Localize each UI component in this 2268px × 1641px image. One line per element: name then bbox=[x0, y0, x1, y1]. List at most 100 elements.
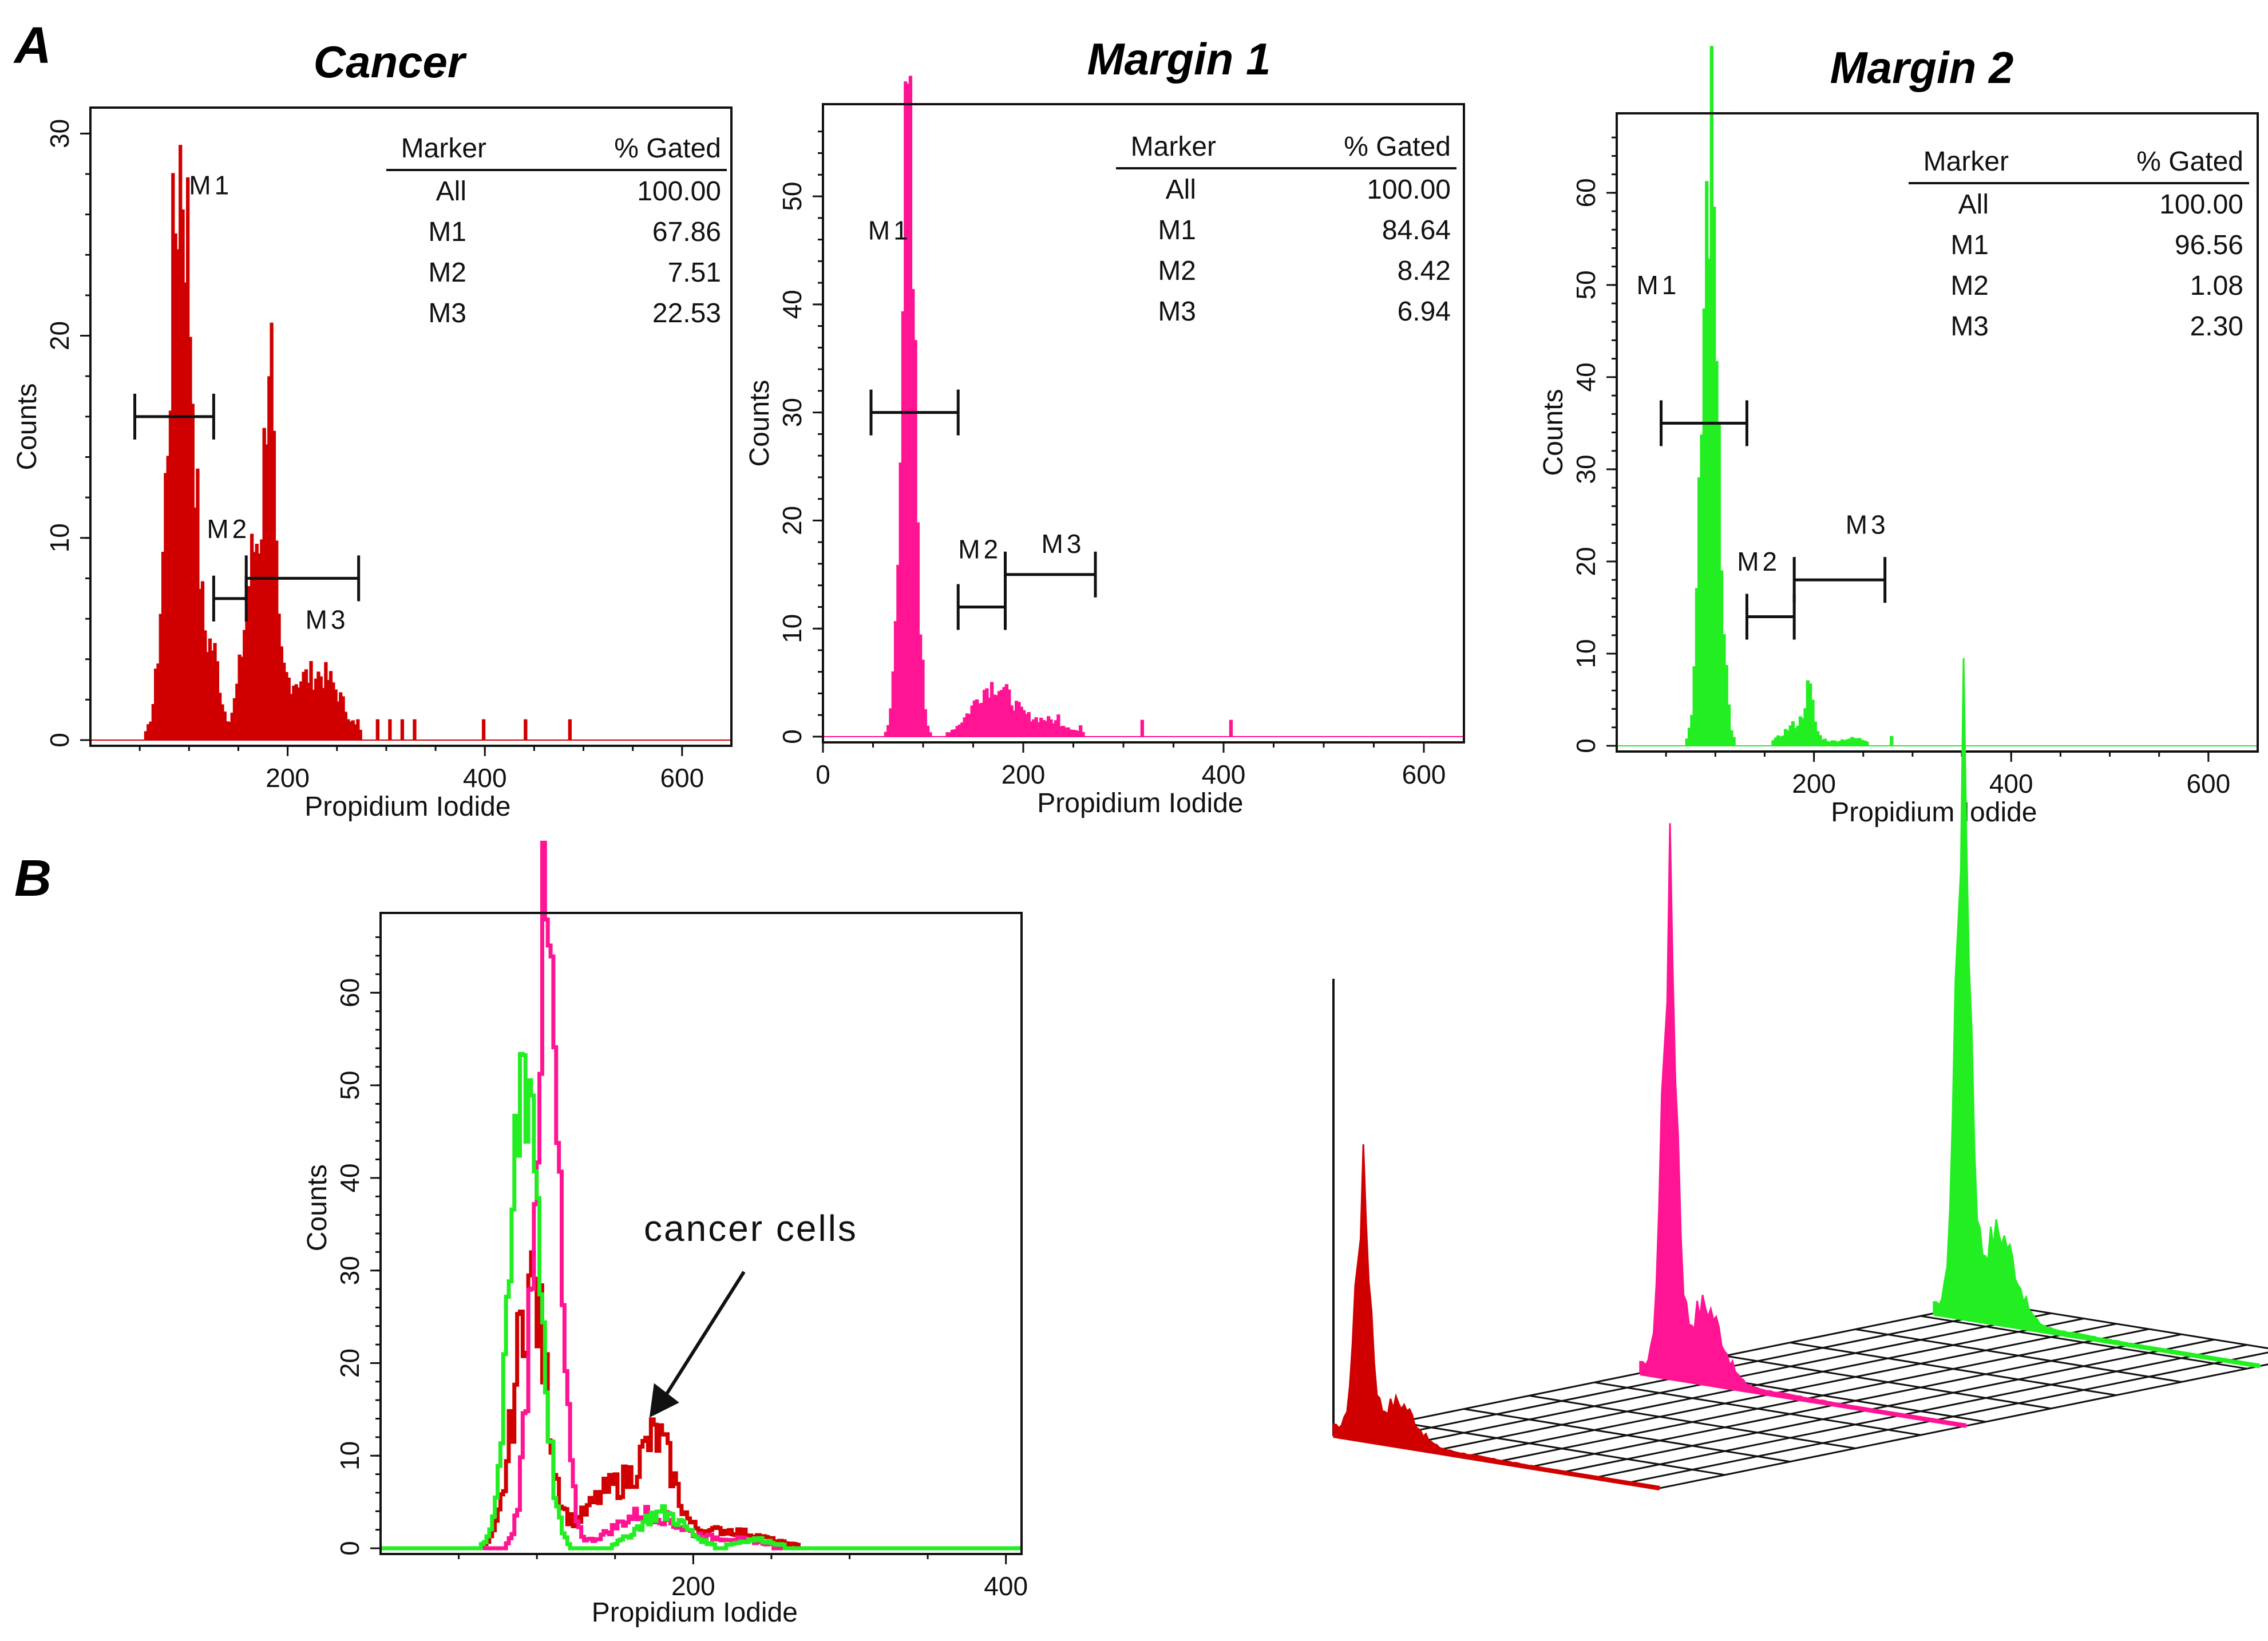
gate-marker-label: M3 bbox=[1042, 529, 1085, 559]
y-tick-label: 50 bbox=[1571, 270, 1601, 299]
y-tick-label: 40 bbox=[335, 1163, 365, 1192]
gate-marker bbox=[869, 389, 960, 436]
table-header: % Gated bbox=[1344, 132, 1451, 162]
y-axis-label: Counts bbox=[1538, 389, 1569, 476]
gate-marker bbox=[1004, 551, 1097, 598]
y-tick-label: 30 bbox=[45, 119, 74, 148]
table-cell: 67.86 bbox=[652, 217, 721, 247]
y-axis-label: Counts bbox=[12, 383, 42, 470]
y-tick-label: 20 bbox=[777, 506, 807, 535]
trace-baseline bbox=[1333, 1433, 1660, 1490]
y-tick-label: 60 bbox=[1571, 178, 1601, 207]
grid-line bbox=[1529, 1333, 2182, 1468]
table-cell: 22.53 bbox=[652, 298, 721, 329]
y-axis-label: Counts bbox=[745, 379, 775, 466]
grid-line bbox=[1626, 1351, 2268, 1484]
histogram-3: Margin 2 200 400 600 0 10 20 30 40 50 60 Propidium … bbox=[1538, 42, 2259, 828]
table-header: % Gated bbox=[614, 133, 721, 164]
gate-marker-label: M1 bbox=[189, 170, 232, 200]
annotation-label: cancer cells bbox=[644, 1208, 858, 1249]
table-cell: M1 bbox=[1950, 230, 1989, 260]
table-cell: 100.00 bbox=[637, 176, 721, 207]
trace-baseline bbox=[1640, 1371, 1967, 1428]
y-tick-label: 20 bbox=[335, 1349, 365, 1378]
grid-line bbox=[1496, 1328, 2150, 1463]
gate-marker bbox=[212, 575, 248, 622]
x-tick-label: 400 bbox=[1989, 769, 2033, 798]
table-cell: 100.00 bbox=[1367, 175, 1451, 205]
table-cell: M2 bbox=[428, 258, 466, 288]
gate-marker-label: M3 bbox=[306, 605, 349, 635]
table-cell: All bbox=[1958, 189, 1989, 220]
grid-line bbox=[1561, 1338, 2215, 1473]
gate-marker-label: M2 bbox=[1737, 547, 1780, 576]
gate-marker bbox=[956, 584, 1007, 630]
y-tick-label: 0 bbox=[1571, 738, 1601, 753]
chart-title: Margin 2 bbox=[1830, 42, 2014, 93]
panel-label-b: B bbox=[14, 850, 52, 907]
gate-marker-label: M3 bbox=[1846, 510, 1889, 540]
grid-line bbox=[1659, 1363, 2268, 1489]
x-axis-label: Propidium Iodide bbox=[592, 1597, 798, 1628]
table-cell: M1 bbox=[428, 217, 466, 247]
gating-table: Marker % Gated All 100.00 M1 96.56 M2 1.08 M3 2.3… bbox=[1909, 147, 2249, 342]
gate-marker-label: M2 bbox=[207, 514, 250, 544]
trace-2 bbox=[1639, 823, 1968, 1427]
x-tick-label: 400 bbox=[463, 763, 507, 793]
plot-frame bbox=[822, 103, 1465, 744]
histogram-1: Cancer 200 400 600 0 10 20 30 Propidium Iodide Co… bbox=[12, 37, 733, 822]
y-tick-label: 10 bbox=[1571, 639, 1601, 668]
annotation-arrow bbox=[664, 1271, 746, 1397]
table-cell: M3 bbox=[1158, 296, 1196, 327]
table-cell: 84.64 bbox=[1382, 215, 1451, 246]
x-tick-label: 0 bbox=[816, 760, 830, 789]
panel-label-a: A bbox=[13, 17, 52, 74]
histogram-bars bbox=[90, 145, 731, 741]
table-cell: M2 bbox=[1158, 256, 1196, 286]
y-tick-label: 50 bbox=[335, 1071, 365, 1100]
x-axis-label: Propidium Iodide bbox=[1037, 788, 1243, 818]
table-cell: M3 bbox=[428, 298, 466, 329]
y-axis-label: Counts bbox=[302, 1164, 333, 1251]
x-axis-label: Propidium Iodide bbox=[1831, 797, 2037, 828]
histogram-2: Margin 1 0 200 400 600 0 10 20 30 40 50 Propidium I… bbox=[745, 34, 1465, 818]
grid-line bbox=[1594, 1344, 2247, 1479]
table-cell: 100.00 bbox=[2159, 189, 2243, 220]
overlay-series-line bbox=[381, 1250, 1022, 1551]
y-tick-label: 50 bbox=[777, 181, 807, 211]
gating-table: Marker % Gated All 100.00 M1 84.64 M2 8.42 M3 6.9… bbox=[1116, 132, 1456, 327]
trace-baseline bbox=[1933, 1311, 2261, 1369]
x-tick-label: 200 bbox=[1792, 769, 1836, 798]
gate-marker-label: M1 bbox=[1636, 270, 1680, 300]
x-tick-label: 600 bbox=[1402, 760, 1446, 789]
annotation-arrowhead bbox=[649, 1383, 679, 1418]
y-tick-label: 0 bbox=[335, 1541, 365, 1556]
x-axis-label: Propidium Iodide bbox=[304, 792, 510, 822]
y-tick-label: 0 bbox=[777, 729, 807, 744]
x-tick-label: 200 bbox=[266, 763, 310, 793]
gate-marker bbox=[1792, 557, 1887, 603]
overlay-histogram: 200 400 0 10 20 30 40 50 60 Propidium Iodide Count… bbox=[302, 840, 1028, 1628]
table-header: % Gated bbox=[2136, 147, 2243, 177]
x-tick-label: 400 bbox=[984, 1571, 1028, 1601]
table-cell: 1.08 bbox=[2190, 271, 2243, 301]
gate-marker-label: M2 bbox=[958, 534, 1002, 564]
histogram-bars bbox=[823, 76, 1464, 737]
gate-marker bbox=[244, 555, 361, 602]
y-tick-label: 40 bbox=[777, 290, 807, 319]
table-cell: 2.30 bbox=[2190, 311, 2243, 342]
table-cell: All bbox=[436, 176, 466, 207]
gating-table: Marker % Gated All 100.00 M1 67.86 M2 7.51 M3 22.… bbox=[386, 133, 727, 329]
x-tick-label: 600 bbox=[660, 763, 704, 793]
table-cell: 96.56 bbox=[2175, 230, 2243, 260]
y-tick-label: 30 bbox=[335, 1256, 365, 1285]
x-tick-label: 200 bbox=[671, 1571, 715, 1601]
table-cell: 7.51 bbox=[668, 258, 721, 288]
overlay-series-line bbox=[381, 1051, 1022, 1551]
grid-line bbox=[1431, 1318, 2084, 1453]
gate-marker bbox=[1660, 400, 1748, 446]
x-tick-label: 200 bbox=[1002, 760, 1046, 789]
y-tick-label: 0 bbox=[45, 733, 74, 748]
